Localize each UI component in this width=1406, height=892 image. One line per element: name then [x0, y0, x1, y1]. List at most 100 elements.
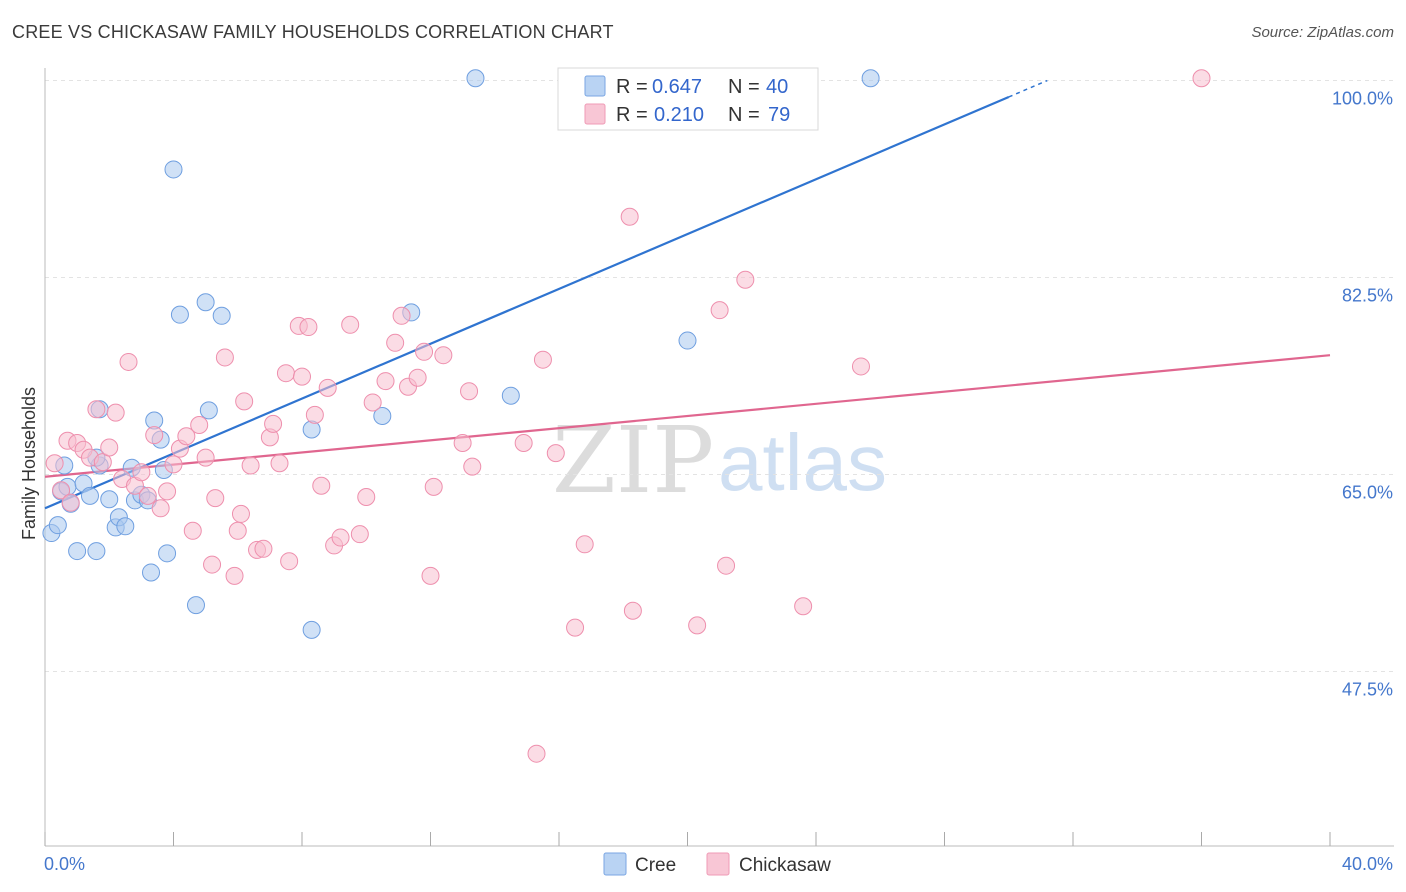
chickasaw-point — [138, 486, 157, 505]
y-tick-label: 47.5% — [1342, 680, 1393, 700]
chickasaw-trend-line — [44, 354, 1331, 478]
y-tick-label: 100.0% — [1332, 89, 1393, 109]
chickasaw-point — [164, 455, 183, 474]
cree-point — [302, 420, 321, 439]
chickasaw-point — [235, 392, 254, 411]
cree-point — [48, 516, 67, 535]
chickasaw-point — [318, 378, 337, 397]
cree-point — [158, 544, 177, 563]
chickasaw-point — [87, 400, 106, 419]
chickasaw-point — [341, 315, 360, 334]
chickasaw-point — [460, 382, 479, 401]
cree-point — [68, 542, 87, 561]
chickasaw-point — [61, 493, 80, 512]
cree-point — [87, 542, 106, 561]
chickasaw-point — [688, 616, 707, 635]
cree-point — [80, 486, 99, 505]
source-credit: Source: ZipAtlas.com — [1251, 24, 1394, 41]
legend-cree-r-label: R = — [616, 76, 648, 98]
bottom-legend-chickasaw-swatch — [706, 852, 730, 876]
chickasaw-point — [203, 555, 222, 574]
chickasaw-point — [264, 414, 283, 433]
chickasaw-point — [158, 482, 177, 501]
bottom-legend-chickasaw-label: Chickasaw — [739, 855, 831, 876]
cree-point — [116, 517, 135, 536]
chickasaw-point — [206, 489, 225, 508]
chickasaw-point — [305, 405, 324, 424]
data-points — [42, 69, 1211, 763]
cree-trend-line — [44, 95, 1010, 510]
chickasaw-point — [196, 448, 215, 467]
watermark-zip: ZIP — [552, 407, 714, 514]
chickasaw-point — [736, 270, 755, 289]
chart-title: CREE VS CHICKASAW FAMILY HOUSEHOLDS CORR… — [12, 22, 614, 42]
chickasaw-point — [293, 367, 311, 386]
cree-point — [100, 490, 119, 509]
chickasaw-point — [312, 476, 331, 495]
grid-lines — [45, 80, 1394, 673]
chickasaw-point — [463, 457, 482, 476]
chickasaw-point — [710, 301, 729, 320]
chickasaw-point — [363, 393, 382, 412]
y-axis-label: Family Households — [19, 387, 39, 540]
chickasaw-point — [132, 463, 151, 482]
watermark-atlas: atlas — [718, 418, 887, 507]
chickasaw-point — [514, 433, 533, 452]
chickasaw-point — [350, 525, 369, 544]
legend-chickasaw-r-label: R = — [616, 104, 648, 126]
cree-point — [861, 69, 880, 88]
chickasaw-point — [527, 744, 546, 763]
chickasaw-point — [408, 368, 427, 387]
chickasaw-point — [228, 521, 247, 540]
chickasaw-point — [183, 521, 202, 540]
chickasaw-point — [331, 528, 350, 547]
chickasaw-point — [45, 454, 64, 473]
chickasaw-point — [392, 306, 411, 325]
chickasaw-point — [177, 427, 196, 446]
chickasaw-point — [717, 556, 736, 575]
chickasaw-point — [231, 504, 250, 523]
cree-point — [466, 69, 485, 88]
chickasaw-point — [453, 433, 472, 452]
series-legend: Cree Chickasaw — [603, 852, 831, 876]
cree-point — [678, 331, 697, 350]
legend-chickasaw-swatch — [584, 103, 606, 125]
chickasaw-point — [357, 488, 376, 507]
chickasaw-point — [106, 403, 125, 422]
legend-cree-n-value: 40 — [766, 76, 788, 98]
chickasaw-point — [415, 342, 434, 361]
chickasaw-point — [546, 444, 565, 463]
chickasaw-point — [376, 372, 395, 391]
chickasaw-point — [52, 481, 71, 500]
y-tick-label: 65.0% — [1342, 483, 1393, 503]
cree-point — [196, 293, 215, 312]
cree-point — [142, 563, 161, 582]
cree-point — [501, 386, 520, 405]
chickasaw-point — [1192, 69, 1211, 88]
chickasaw-point — [533, 350, 552, 369]
chickasaw-point — [225, 566, 244, 585]
chickasaw-point — [119, 352, 138, 371]
cree-point — [186, 596, 205, 615]
x-tick-label: 40.0% — [1342, 854, 1393, 874]
chickasaw-point — [851, 357, 870, 376]
trend-lines — [44, 79, 1331, 510]
chickasaw-point — [575, 535, 594, 554]
chickasaw-point — [241, 456, 260, 475]
chickasaw-point — [215, 348, 234, 367]
chickasaw-point — [280, 552, 299, 571]
legend-chickasaw-n-value: 79 — [768, 104, 790, 126]
cree-point — [170, 305, 189, 324]
cree-point — [199, 401, 218, 420]
cree-point — [164, 160, 183, 179]
chickasaw-point — [299, 318, 318, 337]
chickasaw-point — [566, 618, 585, 637]
chickasaw-point — [434, 346, 453, 365]
cree-point — [302, 620, 321, 639]
tick-labels: 100.0% 82.5% 65.0% 47.5% 0.0% 40.0% — [44, 89, 1393, 874]
legend-cree-swatch — [584, 75, 606, 97]
chickasaw-point — [386, 333, 405, 352]
chickasaw-point — [100, 438, 119, 457]
chickasaw-point — [794, 597, 813, 616]
